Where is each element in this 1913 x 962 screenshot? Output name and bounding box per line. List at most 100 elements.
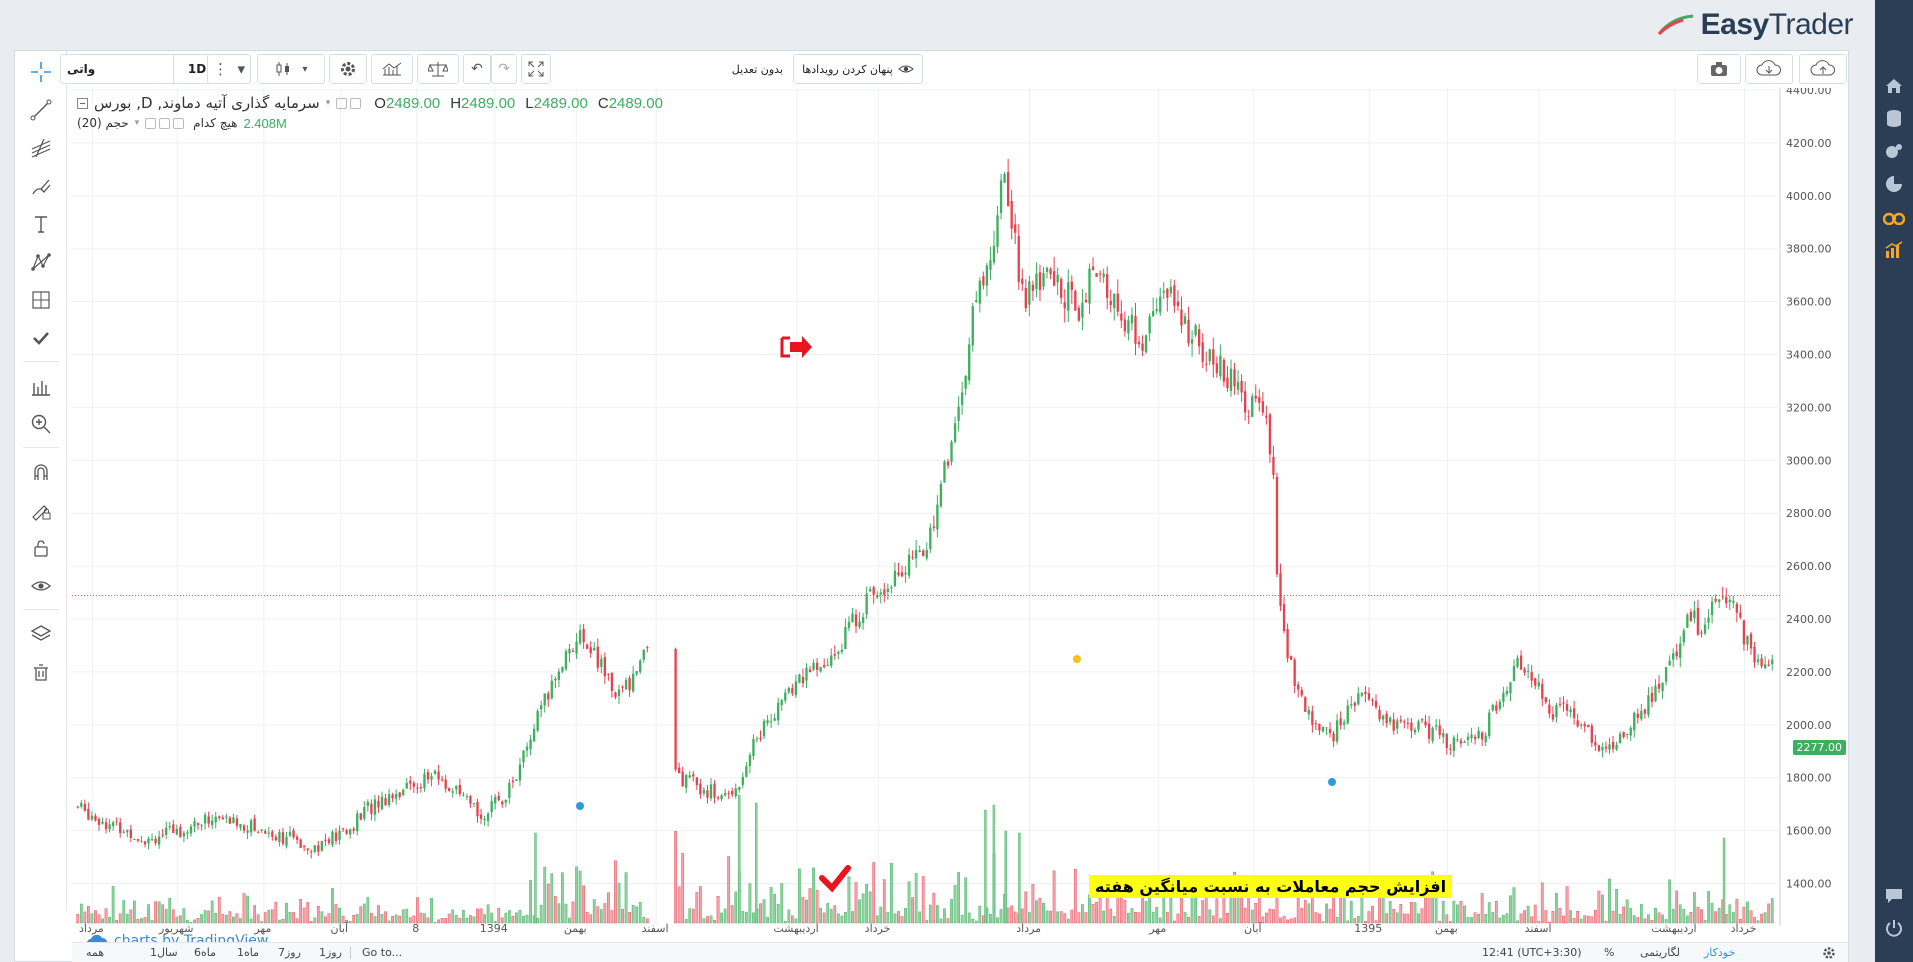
range-6m[interactable]: 6ماه (194, 946, 217, 959)
brush-icon[interactable] (28, 173, 54, 199)
settings-button[interactable] (329, 54, 367, 84)
candle-body (1148, 316, 1151, 334)
power-icon[interactable] (1882, 916, 1906, 940)
high-label: H (450, 94, 462, 112)
unlock-icon[interactable] (28, 535, 54, 561)
low-value: 2489.00 (533, 94, 588, 112)
candle-body (1771, 659, 1774, 665)
measure-icon[interactable] (28, 287, 54, 313)
lock-drawing-icon[interactable] (28, 497, 54, 523)
hide-icon[interactable] (159, 117, 171, 129)
volume-bar (543, 866, 547, 924)
volume-bar (1452, 900, 1456, 924)
chevron-down-icon[interactable]: ▾ (134, 118, 140, 128)
candle-body (716, 797, 720, 799)
chart-style-button[interactable]: ▾ (257, 54, 325, 84)
load-chart-button[interactable] (1745, 54, 1793, 84)
pattern-icon[interactable] (28, 249, 54, 275)
bar-chart-icon[interactable] (1882, 238, 1906, 262)
volume-bar (1484, 914, 1488, 924)
percent-toggle[interactable]: % (1604, 946, 1615, 959)
checkmark-icon[interactable] (28, 325, 54, 351)
volume-bar (950, 899, 953, 924)
eye-icon[interactable] (28, 573, 54, 599)
trash-icon[interactable] (28, 659, 54, 685)
legend-collapse-icon[interactable] (77, 97, 88, 109)
volume-bar (104, 908, 108, 924)
annotation-callout[interactable]: افزایش حجم معاملات به نسبت میانگین هفته (1089, 875, 1453, 898)
settings-icon[interactable] (145, 117, 157, 129)
close-value: 2489.00 (608, 94, 663, 112)
chat-icon[interactable] (1882, 884, 1906, 908)
log-toggle[interactable]: لگاریتمی (1640, 946, 1680, 959)
hide-icon[interactable] (350, 97, 362, 109)
save-chart-button[interactable] (1799, 54, 1847, 84)
magnet-icon[interactable] (28, 459, 54, 485)
long-position-icon[interactable] (28, 373, 54, 399)
interval-more-button[interactable]: ⋮ ▾ (207, 54, 251, 84)
volume-bar (214, 913, 218, 924)
range-1d[interactable]: 1روز (319, 946, 342, 959)
auto-toggle[interactable]: خودکار (1704, 946, 1736, 959)
binoculars-icon[interactable] (1882, 205, 1906, 229)
compare-button[interactable] (417, 54, 459, 84)
candle-body (932, 526, 936, 528)
symbol-search-input[interactable]: واتی (60, 54, 185, 84)
candle-body (104, 822, 108, 830)
volume-bar (815, 889, 819, 924)
candle-body (1516, 657, 1519, 667)
database-icon[interactable] (1882, 106, 1906, 130)
pitchfork-icon[interactable] (28, 135, 54, 161)
gear-icon[interactable] (1822, 946, 1836, 962)
crosshair-icon[interactable] (28, 59, 54, 85)
zoom-in-icon[interactable] (28, 411, 54, 437)
scale-icon (428, 62, 448, 77)
volume-bar (1597, 890, 1601, 924)
settings-icon[interactable] (336, 97, 348, 109)
layers-icon[interactable] (28, 621, 54, 647)
range-1y[interactable]: 1سال (150, 946, 178, 959)
volume-bar (196, 918, 200, 924)
range-1m[interactable]: 1ماه (237, 946, 260, 959)
goto-button[interactable]: Go to... (362, 946, 403, 959)
chevron-down-icon[interactable]: ▾ (325, 98, 331, 108)
snapshot-button[interactable] (1697, 54, 1741, 84)
volume-bar (401, 909, 405, 924)
trend-line-icon[interactable] (28, 97, 54, 123)
range-all[interactable]: همه (86, 946, 105, 959)
candle-body (83, 804, 87, 811)
home-icon[interactable] (1882, 74, 1906, 98)
candle-body (108, 824, 111, 830)
price-chart[interactable]: 4400.00 4200.00 4000.00 3800.00 3600.00 3400.… (72, 84, 1848, 926)
volume-bar (1406, 913, 1410, 924)
candle-body (1643, 709, 1647, 714)
candle-body (642, 649, 645, 660)
undo-button[interactable]: ↶ (463, 54, 491, 84)
volume-bar (398, 915, 402, 924)
indicators-button[interactable] (371, 54, 413, 84)
candle-body (416, 787, 419, 789)
volume-bar (472, 916, 476, 924)
candle-body (1396, 720, 1399, 729)
time-axis[interactable]: مرداد شهریور مهر آبان 8 1394 بهمن اسفند اردیبهشت… (71, 920, 1791, 938)
volume-bar (1555, 892, 1558, 924)
adjustment-dropdown[interactable]: بدون تعدیل (557, 54, 797, 84)
volume-bar (246, 895, 249, 924)
fullscreen-button[interactable] (521, 54, 551, 84)
pie-chart-icon[interactable] (1882, 172, 1906, 196)
portfolio-icon[interactable] (1882, 139, 1906, 163)
candle-body (854, 614, 858, 627)
candle-body (1622, 731, 1625, 738)
candle-body (1555, 704, 1558, 718)
volume-bar (1622, 906, 1626, 924)
hide-events-button[interactable]: پنهان کردن رویدادها (793, 54, 923, 84)
volume-bar (1127, 913, 1130, 924)
candle-body (798, 674, 801, 683)
range-7d[interactable]: 7روز (278, 946, 301, 959)
candle-body (876, 595, 879, 598)
text-tool-icon[interactable] (28, 211, 54, 237)
volume-bar (1208, 909, 1212, 924)
chart-pane[interactable]: 4400.00 4200.00 4000.00 3800.00 3600.00 3400.… (72, 84, 1848, 949)
close-icon[interactable] (173, 117, 185, 129)
redo-button[interactable]: ↷ (491, 54, 517, 84)
